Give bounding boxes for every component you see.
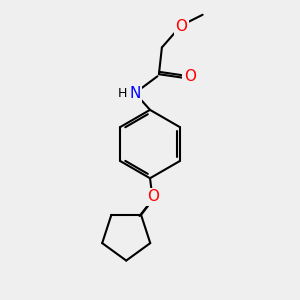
Text: O: O — [175, 19, 187, 34]
Text: O: O — [148, 189, 160, 204]
Text: O: O — [184, 69, 196, 84]
Text: H: H — [118, 87, 127, 100]
Text: N: N — [130, 86, 141, 101]
